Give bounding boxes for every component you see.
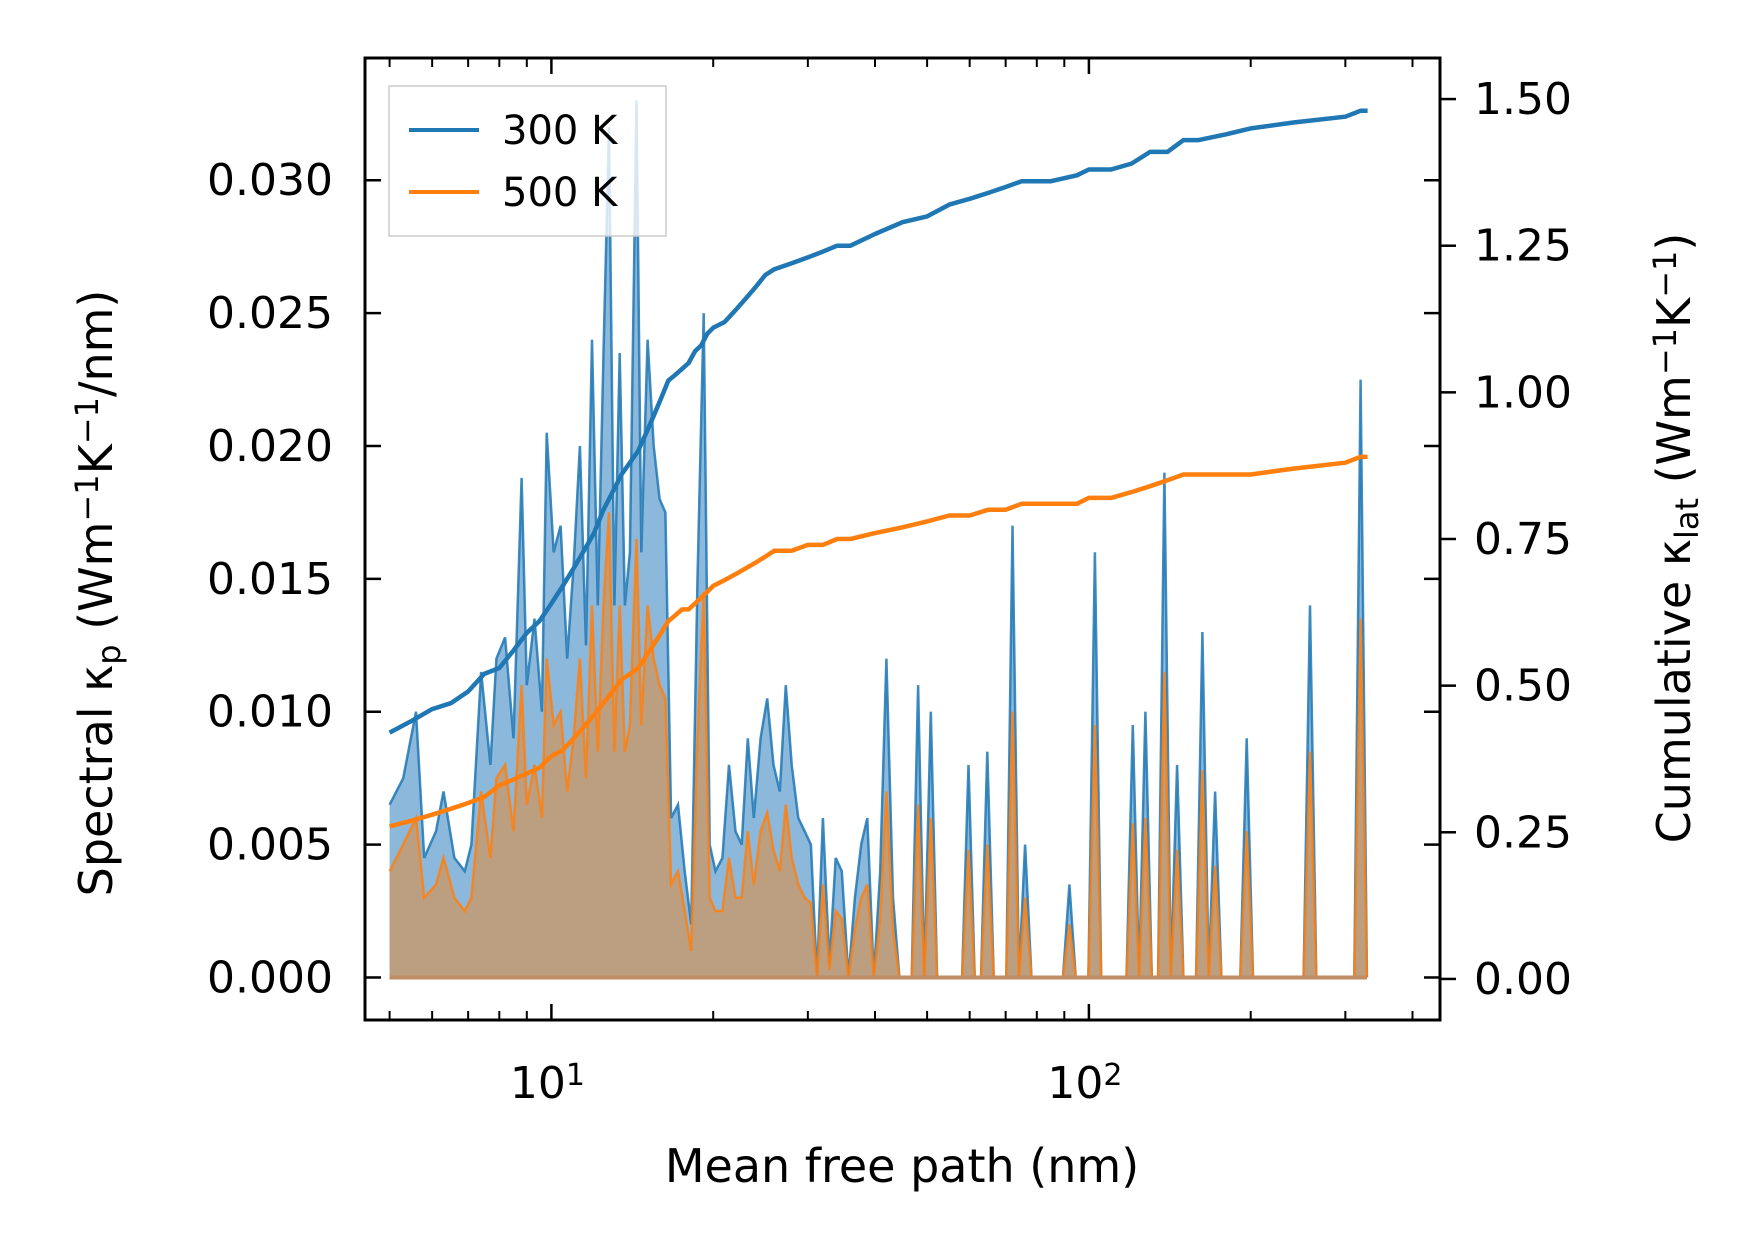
spectral-fills <box>388 100 1369 980</box>
legend-label-500k: 500 K <box>502 170 619 216</box>
y-right-tick-label: 1.25 <box>1474 221 1572 272</box>
y-right-tick-label: 1.00 <box>1474 367 1572 418</box>
y-left-tick-label: 0.025 <box>207 288 333 339</box>
y-left-tick-label: 0.015 <box>207 554 333 605</box>
y-right-tick-label: 0.00 <box>1474 954 1572 1005</box>
y-left-tick-label: 0.010 <box>207 687 333 738</box>
y-right-tick-label: 0.50 <box>1474 661 1572 712</box>
y-left-axis-title: Spectral κp (Wm−1K−1/nm) <box>68 290 128 897</box>
x-tick-label: 101 <box>510 1058 585 1110</box>
x-tick-label: 102 <box>1047 1058 1122 1110</box>
legend: 300 K 500 K <box>388 85 667 237</box>
y-right-tick-label: 0.25 <box>1474 807 1572 858</box>
cumulative-lines <box>388 108 1368 829</box>
cumulative-line-1 <box>389 454 1368 829</box>
ticks <box>365 58 1456 1020</box>
x-axis-title: Mean free path (nm) <box>665 1139 1139 1193</box>
y-right-tick-label: 1.50 <box>1474 74 1572 125</box>
spectral-line-1 <box>388 512 1369 979</box>
legend-box <box>388 85 667 237</box>
y-right-axis-title: Cumulative κlat (Wm−1K−1) <box>1646 233 1706 844</box>
y-left-tick-label: 0.020 <box>207 421 333 472</box>
legend-label-300k: 300 K <box>502 108 619 154</box>
y-left-tick-label: 0.005 <box>207 820 333 871</box>
y-left-tick-label: 0.030 <box>207 155 333 206</box>
y-left-tick-label: 0.000 <box>207 952 333 1003</box>
y-right-tick-label: 0.75 <box>1474 514 1572 565</box>
cumulative-line-0 <box>388 108 1368 735</box>
tick-labels: 0.000 0.005 0.010 0.015 0.020 0.025 0.030 0.00 0… <box>207 74 1572 1109</box>
